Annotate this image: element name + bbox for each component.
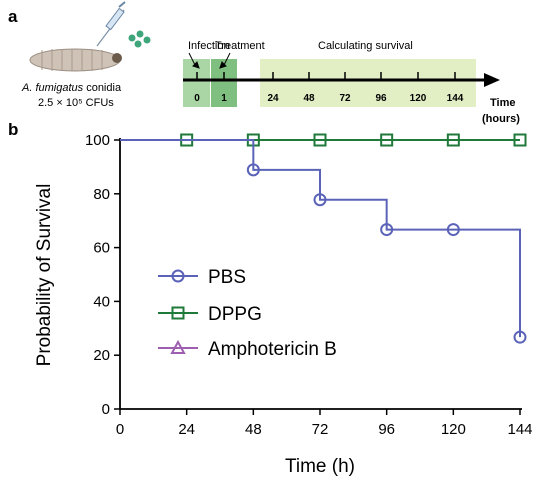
data-point-pbs — [513, 330, 527, 344]
legend-label: Amphotericin B — [208, 339, 337, 360]
spores-icon — [128, 30, 151, 48]
conidia-label: A. fumigatus conidia — [21, 82, 122, 94]
larva-illustration — [29, 48, 122, 72]
x-tick-label: 144 — [507, 421, 532, 438]
dose-label: 2.5 × 10⁵ CFUs — [38, 97, 114, 109]
y-tick-label: 0 — [102, 401, 110, 418]
timeline-tick-label: 144 — [447, 93, 464, 104]
legend-label: PBS — [208, 267, 246, 288]
legend-marker — [171, 306, 185, 320]
survival-label: Calculating survival — [318, 40, 413, 52]
x-tick-label: 24 — [178, 421, 195, 438]
data-point-dppg — [513, 133, 527, 147]
timeline-tick-label: 72 — [339, 93, 351, 104]
y-tick-label: 80 — [93, 186, 110, 203]
timeline-tick-label: 1 — [221, 93, 227, 104]
x-tick-label: 120 — [441, 421, 466, 438]
panel-b-label: b — [8, 120, 18, 139]
data-point-pbs — [246, 163, 260, 177]
y-tick-label: 40 — [93, 293, 110, 310]
hours-axis-label: (hours) — [482, 113, 520, 125]
timeline-ticks: 0 1 24 48 72 96 120 144 — [194, 72, 464, 104]
x-tick-label: 0 — [116, 421, 124, 438]
infection-label: Infection — [188, 40, 230, 52]
data-point-pbs — [446, 223, 460, 237]
data-point-pbs — [313, 193, 327, 207]
label-arrows — [188, 52, 231, 69]
chart-legend: PBS DPPG Amphotericin B — [158, 267, 337, 360]
series-line-pbs — [120, 139, 521, 338]
timeline-tick-label: 0 — [194, 93, 200, 104]
legend-marker — [171, 269, 185, 283]
syringe-icon — [96, 1, 126, 47]
timeline-tick-label: 120 — [410, 93, 427, 104]
y-axis-title: Probability of Survival — [34, 184, 55, 367]
panel-a-label: a — [8, 7, 18, 26]
time-axis-label: Time — [490, 97, 515, 109]
x-tick-label: 48 — [245, 421, 262, 438]
legend-label: DPPG — [208, 304, 262, 325]
data-point-dppg — [446, 133, 460, 147]
legend-marker — [170, 339, 186, 354]
timeline-tick-label: 48 — [303, 93, 315, 104]
data-point-dppg — [380, 133, 394, 147]
survival-box — [260, 59, 476, 107]
survival-chart: 0 20 40 60 80 100 0 24 48 72 96 120 144 — [85, 132, 533, 438]
data-point-dppg — [313, 133, 327, 147]
y-tick-label: 20 — [93, 347, 110, 364]
x-axis-title: Time (h) — [285, 456, 355, 477]
data-point-pbs — [380, 223, 394, 237]
y-tick-label: 100 — [85, 132, 110, 149]
x-tick-label: 96 — [378, 421, 395, 438]
y-tick-label: 60 — [93, 240, 110, 257]
x-tick-label: 72 — [312, 421, 329, 438]
timeline-tick-label: 96 — [375, 93, 387, 104]
timeline-arrowhead — [484, 73, 500, 87]
treatment-label: Treatment — [215, 40, 265, 52]
timeline-tick-label: 24 — [267, 93, 279, 104]
